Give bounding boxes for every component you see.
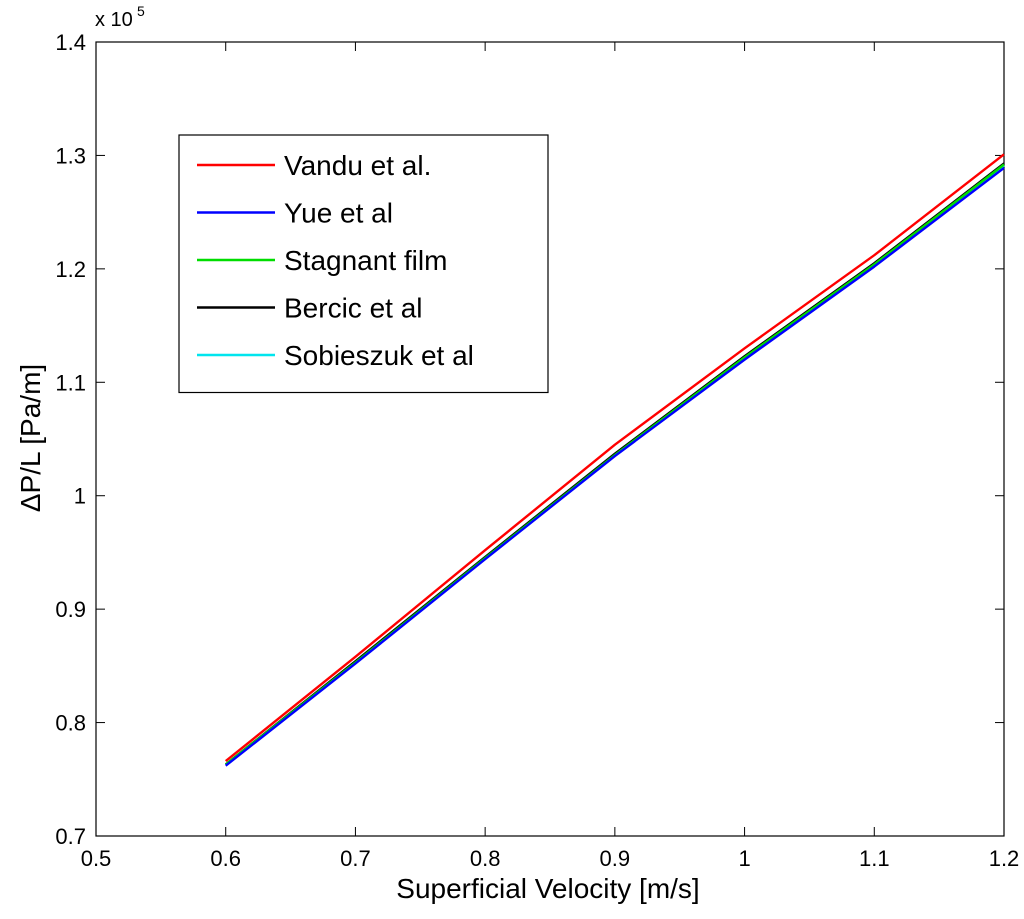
x-tick-label: 0.7 <box>340 846 371 871</box>
y-tick-label: 1.2 <box>55 257 86 282</box>
y-tick-label: 1 <box>74 484 86 509</box>
legend-label-1: Vandu et al. <box>284 150 431 181</box>
y-tick-label: 1.3 <box>55 143 86 168</box>
series-line-1 <box>224 153 1005 763</box>
x-tick-label: 1.1 <box>859 846 890 871</box>
y-axis-label: ΔP/L [Pa/m] <box>15 364 46 512</box>
x-tick-label: 1.2 <box>989 846 1020 871</box>
y-tick-label: 0.9 <box>55 597 86 622</box>
y-tick-label: 1.1 <box>55 370 86 395</box>
legend-label-5: Sobieszuk et al <box>284 340 474 371</box>
y-multiplier-base: x 10 <box>95 9 133 31</box>
x-tick-label: 1 <box>738 846 750 871</box>
y-tick-label: 1.4 <box>55 30 86 55</box>
x-tick-label: 0.8 <box>470 846 501 871</box>
y-tick-label: 0.8 <box>55 711 86 736</box>
x-tick-label: 0.9 <box>600 846 631 871</box>
x-tick-label: 0.5 <box>81 846 112 871</box>
legend-box <box>178 134 549 394</box>
x-axis-label: Superficial Velocity [m/s] <box>396 873 699 904</box>
y-multiplier: x 10 5 <box>95 3 145 31</box>
legend-label-4: Bercic et al <box>284 293 423 324</box>
series-line-2 <box>224 166 1005 767</box>
y-tick-label: 0.7 <box>55 824 86 849</box>
legend-label-2: Yue et al <box>284 198 393 229</box>
y-multiplier-exponent: 5 <box>137 3 145 19</box>
x-tick-label: 0.6 <box>210 846 241 871</box>
legend-label-3: Stagnant film <box>284 245 447 276</box>
